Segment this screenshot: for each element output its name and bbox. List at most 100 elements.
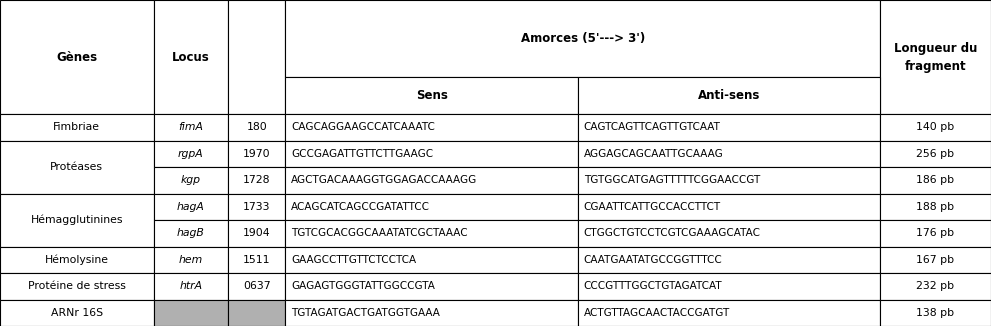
Text: Hémagglutinines: Hémagglutinines [31, 215, 123, 225]
Text: 138 pb: 138 pb [917, 308, 954, 318]
Bar [154, 220, 228, 246]
Text: TGTGGCATGAGTTTTTCGGAACCGT: TGTGGCATGAGTTTTTCGGAACCGT [584, 175, 760, 185]
Text: ACAGCATCAGCCGATATTCC: ACAGCATCAGCCGATATTCC [291, 202, 430, 212]
Bar [578, 77, 880, 114]
Bar [154, 167, 228, 194]
Text: Amorces (5'---> 3'): Amorces (5'---> 3') [520, 32, 645, 45]
Text: hagB: hagB [176, 228, 205, 238]
Bar [880, 246, 991, 273]
Bar [880, 167, 991, 194]
Text: Hémolysine: Hémolysine [45, 255, 109, 265]
Text: Protéases: Protéases [51, 162, 103, 172]
Text: htrA: htrA [179, 281, 202, 291]
Bar [0, 300, 154, 326]
Bar [228, 167, 285, 194]
Text: kgp: kgp [180, 175, 201, 185]
Text: 232 pb: 232 pb [917, 281, 954, 291]
Text: CAGTCAGTTCAGTTGTCAAT: CAGTCAGTTCAGTTGTCAAT [584, 122, 720, 132]
Text: TGTAGATGACTGATGGTGAAA: TGTAGATGACTGATGGTGAAA [291, 308, 440, 318]
Text: 176 pb: 176 pb [917, 228, 954, 238]
Text: ACTGTTAGCAACTACCGATGT: ACTGTTAGCAACTACCGATGT [584, 308, 730, 318]
Bar [0, 0, 154, 114]
Text: Locus: Locus [171, 51, 210, 64]
Bar [578, 141, 880, 167]
Bar [285, 77, 578, 114]
Bar [154, 0, 228, 114]
Bar [578, 273, 880, 300]
Text: 1733: 1733 [243, 202, 271, 212]
Bar [880, 300, 991, 326]
Bar [578, 220, 880, 246]
Bar [285, 167, 578, 194]
Text: CAATGAATATGCCGGTTTCC: CAATGAATATGCCGGTTTCC [584, 255, 722, 265]
Text: 256 pb: 256 pb [917, 149, 954, 159]
Bar [154, 246, 228, 273]
Text: rgpA: rgpA [178, 149, 203, 159]
Bar [0, 246, 154, 273]
Bar [0, 114, 154, 141]
Bar [285, 0, 880, 77]
Text: 188 pb: 188 pb [917, 202, 954, 212]
Text: 140 pb: 140 pb [917, 122, 954, 132]
Text: 167 pb: 167 pb [917, 255, 954, 265]
Text: CAGCAGGAAGCCATCAAATC: CAGCAGGAAGCCATCAAATC [291, 122, 435, 132]
Bar [228, 141, 285, 167]
Text: GAAGCCTTGTTCTCCTCA: GAAGCCTTGTTCTCCTCA [291, 255, 416, 265]
Bar [880, 220, 991, 246]
Bar [578, 114, 880, 141]
Bar [285, 273, 578, 300]
Bar [228, 300, 285, 326]
Bar [154, 114, 228, 141]
Bar [154, 141, 228, 167]
Bar [880, 114, 991, 141]
Bar [285, 300, 578, 326]
Text: 1728: 1728 [243, 175, 271, 185]
Text: Anti-sens: Anti-sens [698, 89, 760, 102]
Text: 1904: 1904 [243, 228, 271, 238]
Bar [154, 300, 228, 326]
Bar [880, 141, 991, 167]
Text: 1970: 1970 [243, 149, 271, 159]
Text: CGAATTCATTGCCACCTTCT: CGAATTCATTGCCACCTTCT [584, 202, 720, 212]
Bar [578, 300, 880, 326]
Bar [578, 194, 880, 220]
Text: Gènes: Gènes [56, 51, 97, 64]
Text: TGTCGCACGGCAAATATCGCTAAAC: TGTCGCACGGCAAATATCGCTAAAC [291, 228, 468, 238]
Text: hagA: hagA [176, 202, 205, 212]
Text: 0637: 0637 [243, 281, 271, 291]
Text: CTGGCTGTCCTCGTCGAAAGCATAC: CTGGCTGTCCTCGTCGAAAGCATAC [584, 228, 761, 238]
Bar [228, 273, 285, 300]
Bar [228, 220, 285, 246]
Bar [228, 114, 285, 141]
Text: AGGAGCAGCAATTGCAAAG: AGGAGCAGCAATTGCAAAG [584, 149, 723, 159]
Text: fimA: fimA [178, 122, 203, 132]
Text: GCCGAGATTGTTCTTGAAGC: GCCGAGATTGTTCTTGAAGC [291, 149, 433, 159]
Text: 1511: 1511 [243, 255, 271, 265]
Bar [228, 0, 285, 114]
Bar [285, 194, 578, 220]
Text: Protéine de stress: Protéine de stress [28, 281, 126, 291]
Text: CCCGTTTGGCTGTAGATCAT: CCCGTTTGGCTGTAGATCAT [584, 281, 722, 291]
Bar [0, 141, 154, 194]
Bar [880, 0, 991, 114]
Bar [285, 220, 578, 246]
Bar [285, 114, 578, 141]
Bar [0, 273, 154, 300]
Bar [154, 273, 228, 300]
Text: 180: 180 [247, 122, 267, 132]
Text: Fimbriae: Fimbriae [54, 122, 100, 132]
Bar [880, 273, 991, 300]
Text: ARNr 16S: ARNr 16S [51, 308, 103, 318]
Text: GAGAGTGGGTATTGGCCGTA: GAGAGTGGGTATTGGCCGTA [291, 281, 435, 291]
Text: 186 pb: 186 pb [917, 175, 954, 185]
Bar [228, 194, 285, 220]
Text: Sens: Sens [415, 89, 448, 102]
Bar [0, 194, 154, 246]
Bar [228, 246, 285, 273]
Text: AGCTGACAAAGGTGGAGACCAAAGG: AGCTGACAAAGGTGGAGACCAAAGG [291, 175, 478, 185]
Text: hem: hem [178, 255, 203, 265]
Bar [578, 246, 880, 273]
Text: Longueur du
fragment: Longueur du fragment [894, 41, 977, 73]
Bar [154, 194, 228, 220]
Bar [285, 141, 578, 167]
